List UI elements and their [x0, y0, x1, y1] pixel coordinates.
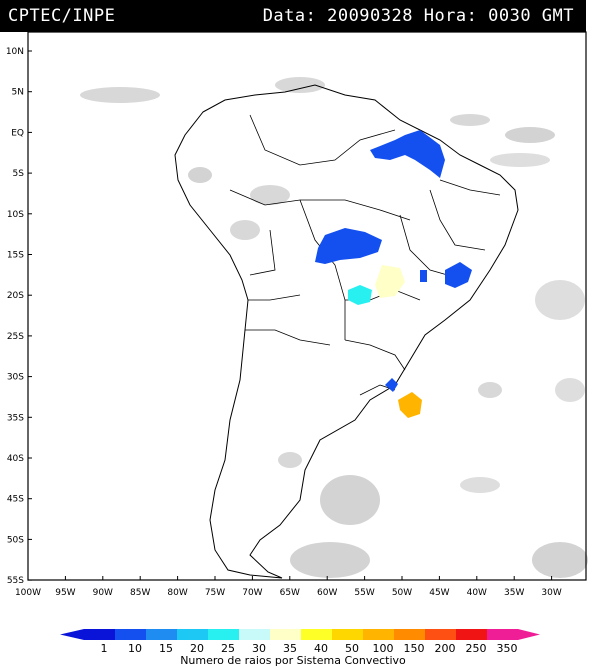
- legend-swatch: [487, 629, 519, 640]
- legend-label: 100: [373, 642, 394, 655]
- legend-swatch: [115, 629, 147, 640]
- lat-tick-label: 5S: [13, 169, 25, 179]
- legend-swatch: [146, 629, 178, 640]
- convective-system-mato-grosso-sul: [348, 285, 372, 305]
- legend-title: Numero de raios por Sistema Convectivo: [180, 654, 406, 667]
- legend-swatch: [208, 629, 240, 640]
- legend-label: 20: [190, 642, 204, 655]
- lat-tick-label: 20S: [7, 291, 24, 301]
- cloud-layer: [80, 77, 588, 578]
- lat-tick-label: 10S: [7, 210, 24, 220]
- legend-swatch: [425, 629, 457, 640]
- lat-tick-label: 40S: [7, 454, 24, 464]
- convective-system-uruguay-coast: [385, 378, 398, 392]
- legend-max-arrow: [518, 629, 540, 640]
- convective-system-minas-gerais: [445, 262, 472, 288]
- lon-tick-label: 75W: [205, 588, 225, 598]
- legend-label: 15: [159, 642, 173, 655]
- lat-tick-label: 55S: [7, 576, 24, 586]
- legend-label: 10: [128, 642, 142, 655]
- convective-system-goias-small: [420, 270, 427, 282]
- lat-tick-label: EQ: [11, 128, 24, 138]
- lat-tick-label: 45S: [7, 495, 24, 505]
- legend-swatch: [394, 629, 426, 640]
- lon-tick-label: 95W: [55, 588, 75, 598]
- legend-label: 30: [252, 642, 266, 655]
- datetime-label: Data: 20090328 Hora: 0030 GMT: [262, 6, 574, 26]
- legend-label: 25: [221, 642, 235, 655]
- legend-swatch: [332, 629, 364, 640]
- lat-tick-label: 15S: [7, 251, 24, 261]
- source-label: CPTEC/INPE: [8, 6, 116, 26]
- convective-system-central-pale: [375, 265, 405, 298]
- lat-tick-label: 30S: [7, 373, 24, 383]
- legend-label: 40: [314, 642, 328, 655]
- legend-swatch: [84, 629, 116, 640]
- longitude-axis: 100W 95W 90W 85W 80W 75W 70W 65W 60W 55W 50W 45W 40W…: [15, 576, 562, 598]
- legend-label: 50: [345, 642, 359, 655]
- legend-swatch: [456, 629, 488, 640]
- lat-tick-label: 25S: [7, 332, 24, 342]
- lon-tick-label: 50W: [392, 588, 412, 598]
- lat-tick-label: 50S: [7, 535, 24, 545]
- convective-systems: [315, 130, 472, 418]
- legend-swatch: [177, 629, 209, 640]
- lon-tick-label: 60W: [317, 588, 337, 598]
- lat-tick-label: 10N: [6, 47, 24, 57]
- lon-tick-label: 65W: [280, 588, 300, 598]
- legend-label: 350: [497, 642, 518, 655]
- legend-label: 200: [435, 642, 456, 655]
- latitude-axis: 10N 5N EQ 5S 10S 15S 20S 25S 30S 35S 40S 45S 50S 55S: [6, 47, 32, 586]
- legend-swatch: [301, 629, 333, 640]
- convective-system-amazon-mouth: [370, 130, 445, 178]
- lon-tick-label: 85W: [130, 588, 150, 598]
- legend-label: 35: [283, 642, 297, 655]
- color-legend: 1 10 15 20 25 30 35 40 50 100 150 200 250 350: [60, 629, 540, 655]
- lon-tick-label: 100W: [15, 588, 41, 598]
- legend-swatch: [239, 629, 271, 640]
- map-background: [28, 32, 586, 580]
- lon-tick-label: 40W: [467, 588, 487, 598]
- lon-tick-label: 70W: [242, 588, 262, 598]
- legend-label: 150: [404, 642, 425, 655]
- lon-tick-label: 55W: [354, 588, 374, 598]
- legend-label: 250: [466, 642, 487, 655]
- lat-tick-label: 5N: [12, 88, 24, 98]
- legend-min-arrow: [60, 629, 84, 640]
- convective-system-south-atlantic: [398, 392, 422, 418]
- lon-tick-label: 80W: [167, 588, 187, 598]
- legend-swatch: [363, 629, 395, 640]
- convective-system-mato-grosso: [315, 228, 382, 264]
- lon-tick-label: 90W: [93, 588, 113, 598]
- lon-tick-label: 35W: [504, 588, 524, 598]
- map-header: CPTEC/INPE Data: 20090328 Hora: 0030 GMT: [0, 0, 586, 32]
- lat-tick-label: 35S: [7, 413, 24, 423]
- map-frame: [27, 31, 587, 581]
- legend-label: 1: [101, 642, 108, 655]
- legend-swatch: [270, 629, 302, 640]
- lon-tick-label: 45W: [429, 588, 449, 598]
- lon-tick-label: 30W: [541, 588, 561, 598]
